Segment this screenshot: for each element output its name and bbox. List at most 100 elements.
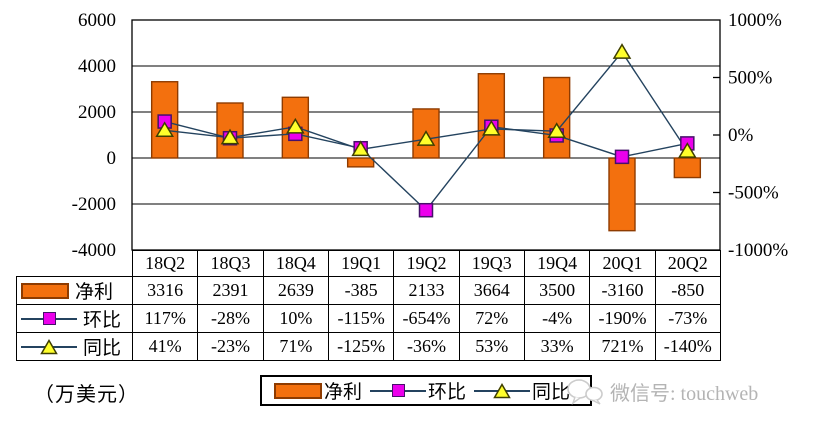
cell-qoq-19Q3: 72% <box>458 304 525 333</box>
cell-yoy-19Q3: 53% <box>458 332 525 361</box>
bar-19Q4 <box>542 76 571 159</box>
cell-qoq-20Q1: -190% <box>589 304 656 333</box>
bar-19Q1 <box>346 157 375 168</box>
legend-label: 同比 <box>532 382 571 403</box>
legend-label: 净利 <box>324 382 363 403</box>
cell-qoq-20Q2: -73% <box>654 304 721 333</box>
cell-yoy-19Q4: 33% <box>523 332 591 361</box>
cell-yoy-18Q4: 71% <box>262 332 329 361</box>
legend-item-net-profit: 净利 <box>274 377 362 404</box>
right-axis-label: 0% <box>728 125 754 146</box>
legend-item-qoq: 环比 <box>370 377 466 404</box>
unit-label: （万美元） <box>34 384 139 406</box>
row-label-net-profit: 净利 <box>16 276 133 305</box>
legend-item-yoy: 同比 <box>474 377 570 404</box>
category-label-20Q1: 20Q1 <box>589 250 656 277</box>
quarterly-data-table: 18Q2 18Q3 18Q4 19Q1 19Q2 19Q3 19Q4 20Q1 20Q2 净利 33… <box>16 250 721 361</box>
right-axis-label: -1000% <box>728 240 788 261</box>
bar-swatch <box>274 382 322 399</box>
category-label-19Q2: 19Q2 <box>393 250 460 277</box>
wechat-icon <box>567 378 603 405</box>
table-row-qoq: 环比 117% -28% 10% -115% -654% 72% -4% -190% -73% <box>16 304 721 333</box>
cell-yoy-18Q2: 41% <box>131 332 199 361</box>
category-label-19Q1: 19Q1 <box>327 250 395 277</box>
cell-yoy-20Q2: -140% <box>654 332 721 361</box>
cell-net-profit-19Q3: 3664 <box>458 276 525 305</box>
cell-yoy-18Q3: -23% <box>197 332 264 361</box>
qoq-marker-19Q2 <box>418 202 434 218</box>
left-axis-label: -2000 <box>72 194 116 215</box>
cell-net-profit-19Q1: -385 <box>327 276 395 305</box>
category-label-18Q3: 18Q3 <box>197 250 264 277</box>
yoy-marker-18Q4 <box>286 117 305 134</box>
triangle-marker-glyph <box>474 382 531 399</box>
square-marker-glyph <box>21 311 77 327</box>
cell-net-profit-18Q4: 2639 <box>262 276 329 305</box>
triangle-marker-icon <box>493 382 511 398</box>
table-corner <box>17 251 133 277</box>
row-label-inner: 环比 <box>18 306 132 332</box>
row-label-inner: 净利 <box>18 278 132 304</box>
line-glyph <box>21 311 77 327</box>
bar-swatch <box>21 282 69 299</box>
square-marker-glyph <box>370 383 427 399</box>
triangle-marker-icon <box>40 338 58 354</box>
line-glyph <box>474 382 531 399</box>
profit-combo-chart: 6000 4000 2000 0 -2000 -4000 1000% 500% 0% -500% -… <box>72 10 789 261</box>
series-name: 净利 <box>75 282 114 303</box>
series-name: 环比 <box>83 310 122 331</box>
cell-net-profit-20Q2: -850 <box>654 276 721 305</box>
series-name: 同比 <box>83 338 122 359</box>
triangle-marker-glyph <box>21 338 77 355</box>
category-label-18Q2: 18Q2 <box>131 250 199 277</box>
net-profit-swatch <box>21 282 69 299</box>
cell-qoq-18Q3: -28% <box>197 304 264 333</box>
cell-qoq-18Q4: 10% <box>262 304 329 333</box>
cell-yoy-19Q2: -36% <box>393 332 460 361</box>
cell-qoq-19Q4: -4% <box>523 304 591 333</box>
left-axis-label: 2000 <box>78 102 116 123</box>
qoq-marker-20Q1 <box>614 149 630 165</box>
cell-qoq-18Q2: 117% <box>131 304 199 333</box>
line-glyph <box>370 383 427 399</box>
bar-20Q1 <box>608 157 636 232</box>
category-label-18Q4: 18Q4 <box>262 250 329 277</box>
yoy-marker-20Q1 <box>612 43 632 59</box>
cell-qoq-19Q2: -654% <box>393 304 460 333</box>
chart-legend: 净利 环比 同比 <box>260 375 592 406</box>
yoy-marker-19Q1 <box>351 140 370 157</box>
left-axis-label: 0 <box>107 148 117 169</box>
table-row-yoy: 同比 41% -23% 71% -125% -36% 53% 33% 721% -140% <box>16 332 721 361</box>
cell-net-profit-19Q4: 3500 <box>523 276 591 305</box>
category-label-19Q4: 19Q4 <box>523 250 591 277</box>
left-axis-label: -4000 <box>72 240 116 261</box>
legend-label: 环比 <box>428 382 467 403</box>
row-label-inner: 同比 <box>18 334 132 360</box>
yoy-marker-19Q4 <box>547 122 566 138</box>
cell-net-profit-19Q2: 2133 <box>393 276 460 305</box>
row-label-qoq: 环比 <box>16 304 133 333</box>
yoy-marker-18Q2 <box>155 121 174 138</box>
bar-19Q3 <box>477 73 506 159</box>
row-label-yoy: 同比 <box>16 332 133 361</box>
yoy-marker-19Q3 <box>482 119 501 136</box>
line-glyph <box>21 338 77 355</box>
cell-yoy-19Q1: -125% <box>327 332 395 361</box>
cell-yoy-20Q1: 721% <box>589 332 656 361</box>
net-profit-swatch <box>274 382 322 399</box>
yoy-marker-19Q2 <box>416 130 436 146</box>
cell-net-profit-20Q1: -3160 <box>589 276 656 305</box>
cell-net-profit-18Q3: 2391 <box>197 276 264 305</box>
table-row-net-profit: 净利 3316 2391 2639 -385 2133 3664 3500 -3160 -850 <box>16 276 721 305</box>
left-axis-label: 4000 <box>78 56 116 77</box>
square-marker-icon <box>391 384 405 397</box>
yoy-marker-20Q2 <box>678 142 697 158</box>
bar-20Q2 <box>673 157 702 179</box>
right-axis-label: 1000% <box>728 10 782 31</box>
left-axis-label: 6000 <box>78 10 116 31</box>
square-marker-icon <box>42 312 56 325</box>
category-label-19Q3: 19Q3 <box>458 250 525 277</box>
right-axis-label: -500% <box>728 183 779 204</box>
category-label-20Q2: 20Q2 <box>654 250 721 277</box>
